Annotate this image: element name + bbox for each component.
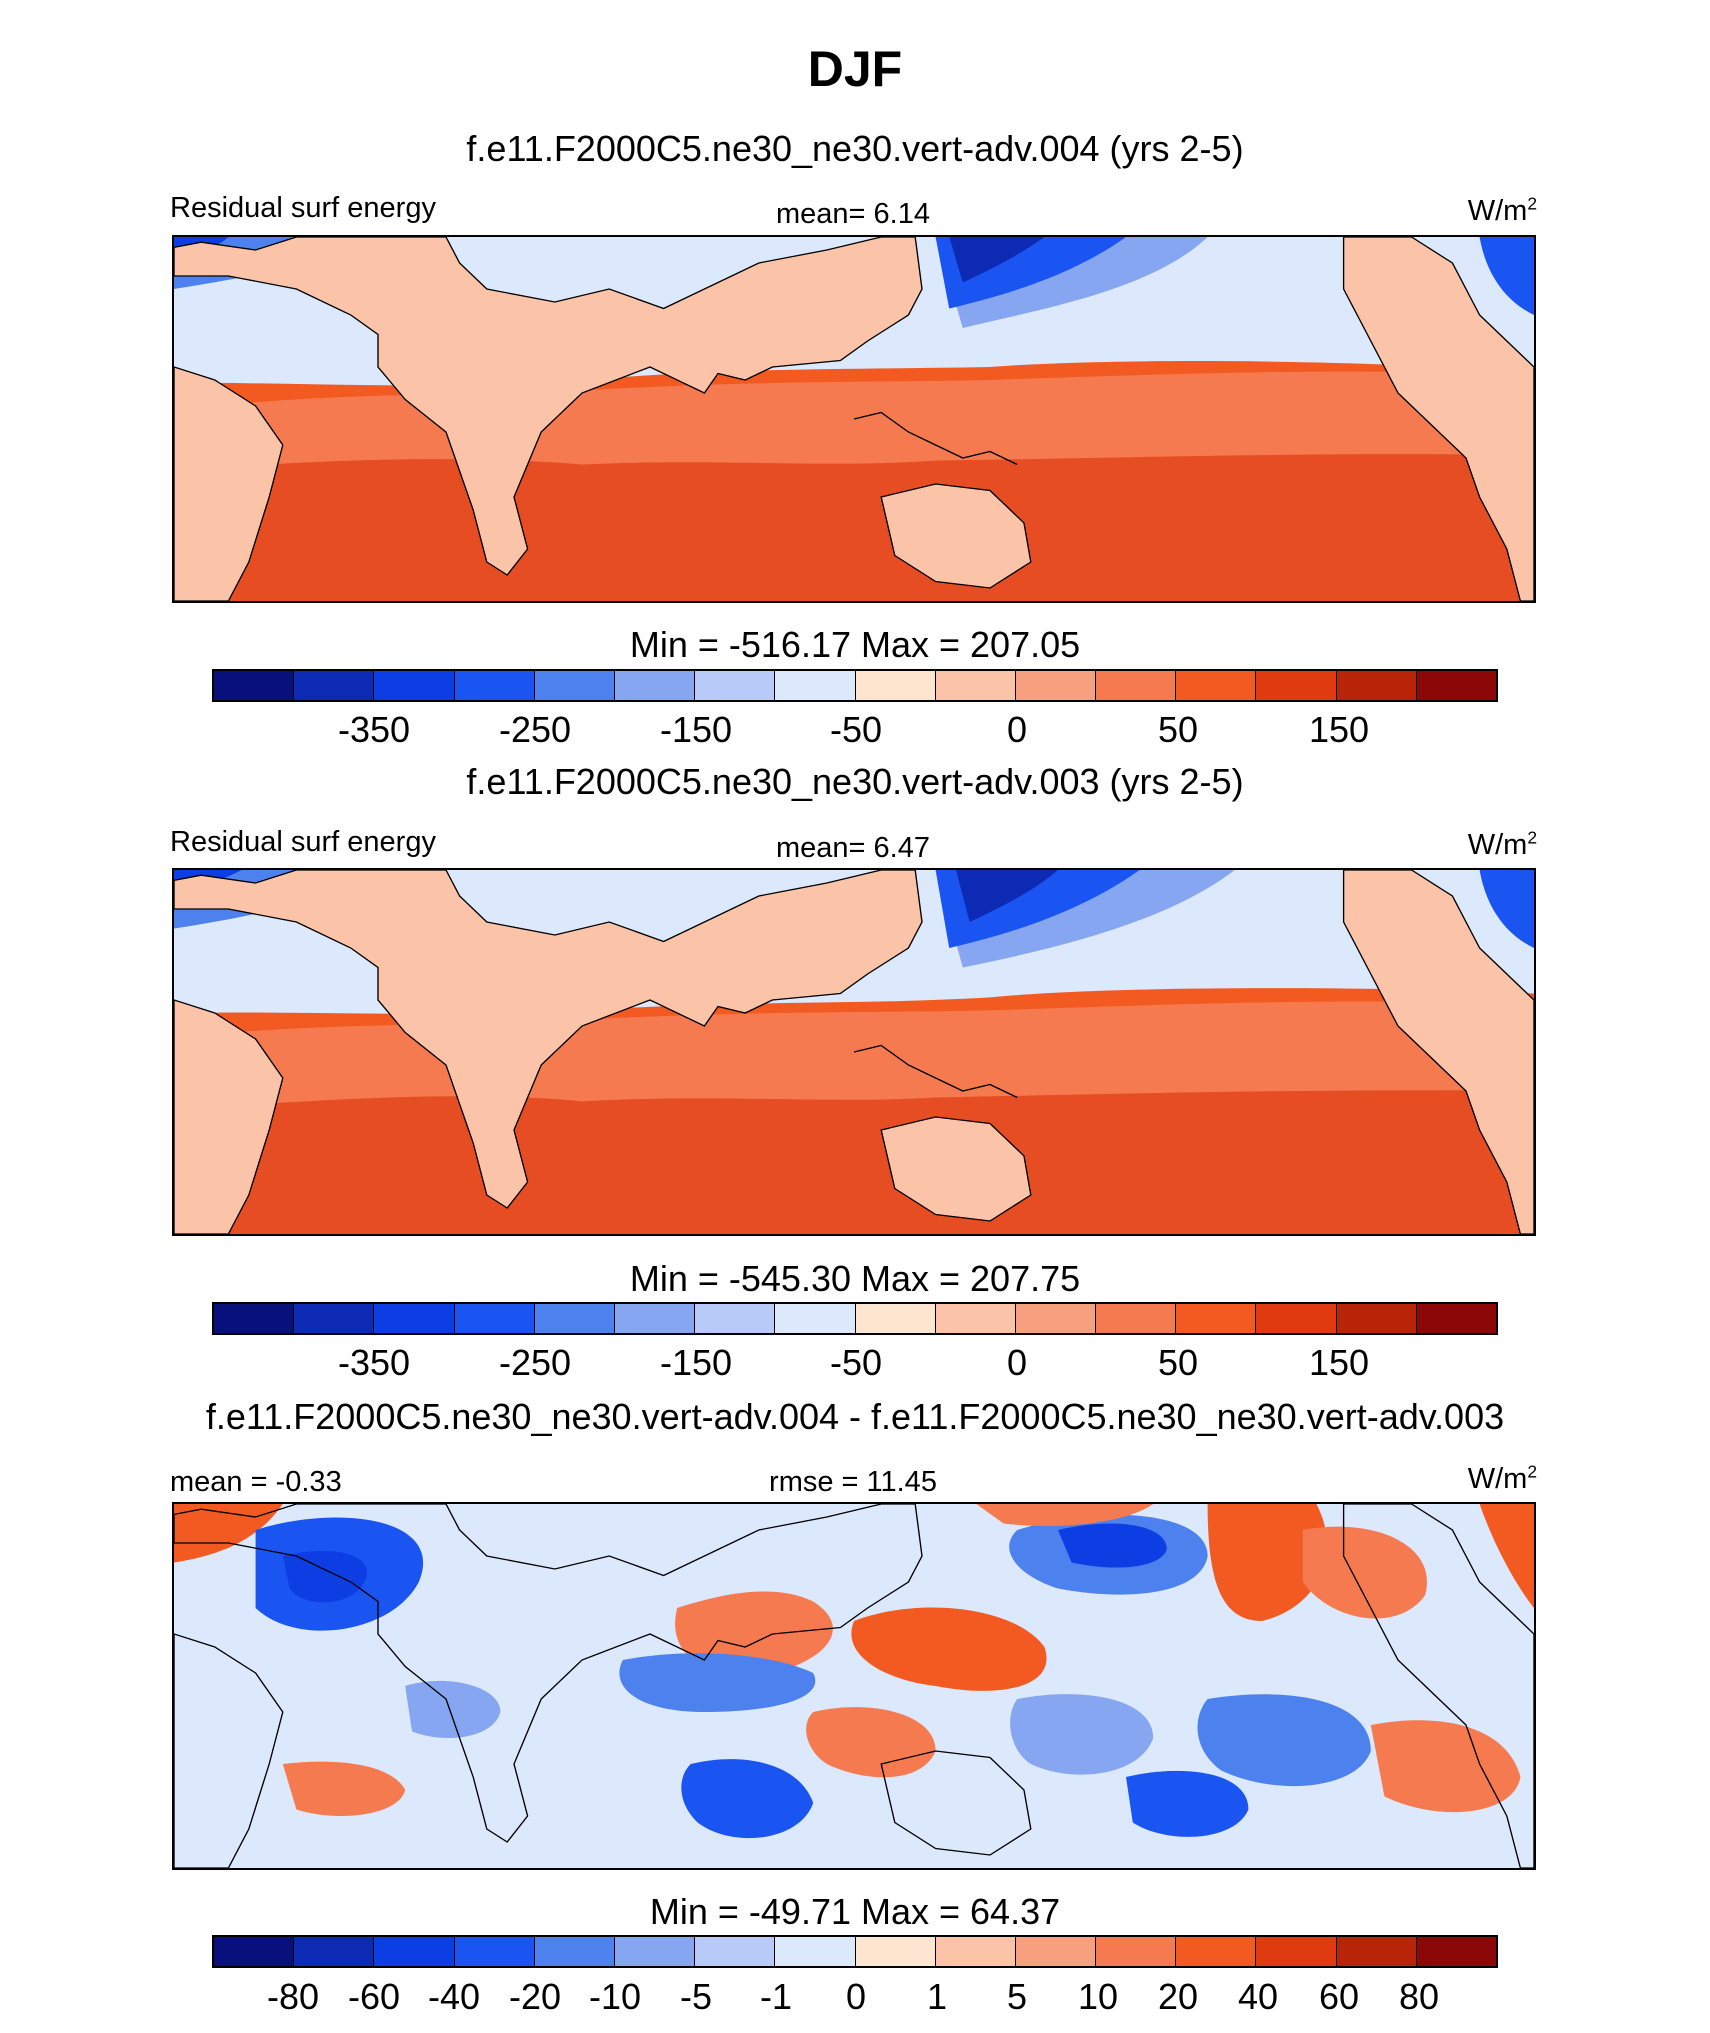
panel-1-colorbar-tick: -350 [337,709,411,750]
colorbar-cell [1256,1304,1337,1333]
panel-3-colorbar-tick: 60 [1318,1976,1360,2017]
colorbar-cell [1256,1937,1337,1966]
colorbar-cell [935,671,1016,700]
panel-2-minmax: Min = -545.30 Max = 207.75 [629,1258,1081,1299]
panel-1-colorbar-tick: -150 [659,709,733,750]
colorbar-cell [1015,1937,1097,1966]
panel-3-colorbar-tick: 10 [1077,1976,1119,2017]
panel-3-colorbar-tick: 1 [926,1976,948,2017]
panel-3-units: W/m2 [1467,1461,1537,1495]
panel-2-colorbar-tick: -350 [337,1342,411,1383]
panel-2-mean-label: mean= 6.47 [776,832,930,864]
panel-2-colorbar-tick: 0 [1006,1342,1028,1383]
panel-1-colorbar [212,669,1498,702]
panel-3-colorbar-tick: -40 [427,1976,481,2017]
panel-3-colorbar-tick: 0 [845,1976,867,2017]
colorbar-cell [534,1304,615,1333]
colorbar-cell [294,1937,375,1966]
colorbar-cell [454,1304,535,1333]
colorbar-cell [534,671,615,700]
colorbar-cell [1096,1304,1177,1333]
panel-1-mean-label: mean= 6.14 [776,198,930,230]
colorbar-cell [1015,1304,1097,1333]
panel-1-colorbar-tick: -250 [498,709,572,750]
colorbar-cell [374,1937,455,1966]
colorbar-cell [614,1937,696,1966]
colorbar-cell [695,1304,776,1333]
colorbar-cell [1176,671,1257,700]
colorbar-cell [214,671,295,700]
panel-3-colorbar-tick: 5 [1006,1976,1028,2017]
colorbar-cell [1176,1304,1257,1333]
figure-title: DJF [807,41,903,97]
panel-3-mean-label: mean = -0.33 [170,1466,342,1498]
panel-2-colorbar-tick: -50 [829,1342,883,1383]
colorbar-cell [214,1937,295,1966]
panel-1-units: W/m2 [1467,193,1537,227]
panel-1-case-title: f.e11.F2000C5.ne30_ne30.vert-adv.004 (yr… [466,128,1244,169]
panel-3-colorbar [212,1935,1498,1968]
panel-2-colorbar-tick: -250 [498,1342,572,1383]
colorbar-cell [294,1304,375,1333]
panel-1-colorbar-tick: 150 [1308,709,1370,750]
colorbar-cell [454,1937,535,1966]
panel-3-colorbar-tick: 20 [1157,1976,1199,2017]
colorbar-cell [855,1304,936,1333]
colorbar-cell [695,1937,776,1966]
panel-2-colorbar-tick: 50 [1157,1342,1199,1383]
colorbar-cell [855,671,936,700]
colorbar-cell [855,1937,936,1966]
panel-3-colorbar-tick: 80 [1398,1976,1440,2017]
panel-3-colorbar-tick: -20 [508,1976,562,2017]
colorbar-cell [1336,1937,1417,1966]
colorbar-cell [1416,671,1496,700]
colorbar-cell [775,671,856,700]
panel-3-colorbar-tick: -5 [679,1976,712,2017]
colorbar-cell [534,1937,615,1966]
colorbar-cell [374,671,455,700]
panel-3-case-title: f.e11.F2000C5.ne30_ne30.vert-adv.004 - f… [205,1396,1505,1437]
colorbar-cell [1416,1937,1496,1966]
colorbar-cell [294,671,375,700]
panel-2-units: W/m2 [1467,827,1537,861]
panel-3-colorbar-tick: -60 [347,1976,401,2017]
panel-3-colorbar-tick: -1 [759,1976,792,2017]
panel-3-map [172,1502,1536,1870]
panel-3-colorbar-tick: 40 [1237,1976,1279,2017]
panel-1-colorbar-tick: 50 [1157,709,1199,750]
colorbar-cell [1096,1937,1177,1966]
panel-3-colorbar-tick: -80 [266,1976,320,2017]
colorbar-cell [695,671,776,700]
panel-1-colorbar-tick: 0 [1006,709,1028,750]
colorbar-cell [1176,1937,1257,1966]
panel-1-minmax: Min = -516.17 Max = 207.05 [629,624,1081,665]
colorbar-cell [775,1304,856,1333]
colorbar-cell [1096,671,1177,700]
panel-1-variable-label: Residual surf energy [170,192,436,224]
panel-1-map [172,235,1536,603]
panel-3-rmse-label: rmse = 11.45 [769,1466,937,1498]
colorbar-cell [1256,671,1337,700]
panel-2-colorbar-tick: 150 [1308,1342,1370,1383]
colorbar-cell [454,671,535,700]
colorbar-cell [935,1304,1016,1333]
colorbar-cell [1336,1304,1417,1333]
colorbar-cell [1416,1304,1496,1333]
panel-2-colorbar [212,1302,1498,1335]
panel-2-case-title: f.e11.F2000C5.ne30_ne30.vert-adv.003 (yr… [466,761,1244,802]
panel-3-minmax: Min = -49.71 Max = 64.37 [649,1891,1061,1932]
colorbar-cell [1015,671,1097,700]
panel-3-colorbar-tick: -10 [588,1976,642,2017]
panel-2-variable-label: Residual surf energy [170,826,436,858]
colorbar-cell [614,1304,696,1333]
panel-2-map [172,868,1536,1236]
colorbar-cell [935,1937,1016,1966]
colorbar-cell [614,671,696,700]
colorbar-cell [214,1304,295,1333]
panel-1-colorbar-tick: -50 [829,709,883,750]
colorbar-cell [374,1304,455,1333]
colorbar-cell [775,1937,856,1966]
colorbar-cell [1336,671,1417,700]
panel-2-colorbar-tick: -150 [659,1342,733,1383]
